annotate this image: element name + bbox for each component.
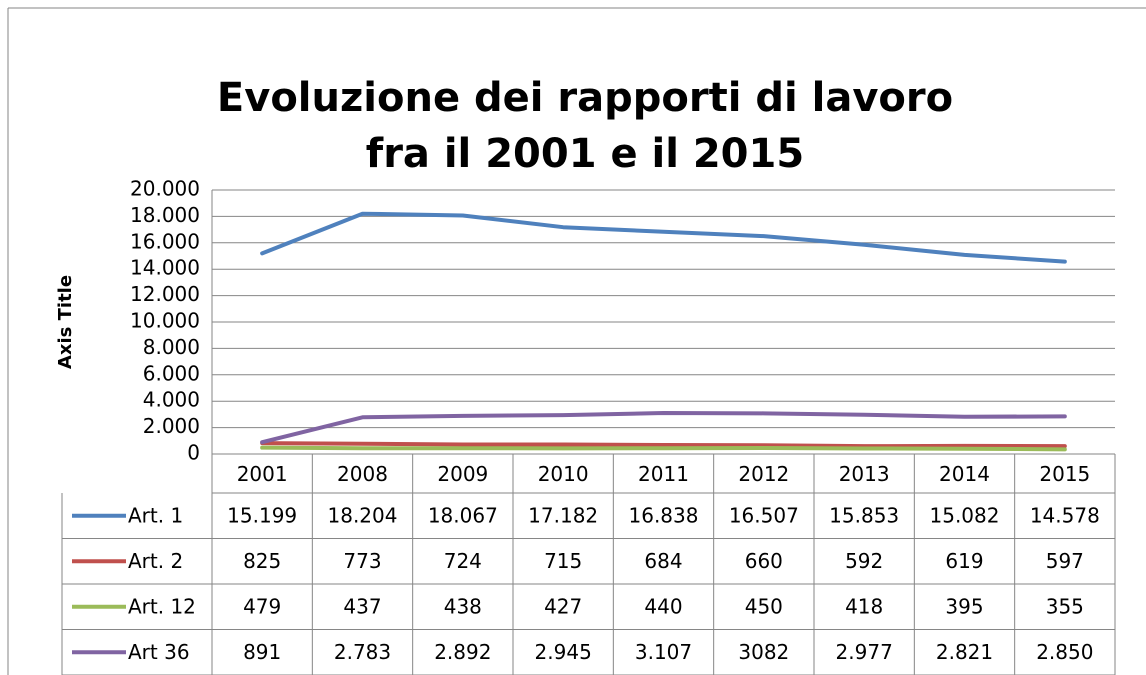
chart-title: fra il 2001 e il 2015 — [366, 131, 804, 177]
table-value: 2.850 — [1036, 640, 1093, 664]
table-value: 660 — [745, 549, 783, 573]
x-tick-label: 2010 — [538, 462, 589, 486]
x-tick-label: 2012 — [738, 462, 789, 486]
table-value: 891 — [243, 640, 281, 664]
series-line — [260, 445, 1067, 452]
table-value: 14.578 — [1030, 503, 1100, 527]
y-tick-label: 20.000 — [130, 177, 200, 201]
table-value: 15.853 — [829, 503, 899, 527]
table-value: 715 — [544, 549, 582, 573]
x-tick-label: 2014 — [939, 462, 990, 486]
table-value: 2.892 — [434, 640, 491, 664]
table-value: 427 — [544, 594, 582, 618]
series-line — [260, 410, 1067, 445]
table-value: 15.199 — [227, 503, 297, 527]
table-value: 3082 — [738, 640, 789, 664]
x-tick-label: 2015 — [1039, 462, 1090, 486]
series-line — [260, 441, 1067, 449]
table-value: 17.182 — [528, 503, 598, 527]
y-tick-label: 8.000 — [143, 335, 200, 359]
table-value: 619 — [945, 549, 983, 573]
y-tick-label: 10.000 — [130, 309, 200, 333]
y-tick-label: 2.000 — [143, 414, 200, 438]
table-value: 418 — [845, 594, 883, 618]
table-value: 355 — [1046, 594, 1084, 618]
table-value: 479 — [243, 594, 281, 618]
table-value: 16.507 — [729, 503, 799, 527]
legend-label: Art. 12 — [128, 594, 196, 618]
legend-label: Art. 1 — [128, 503, 183, 527]
y-tick-label: 0 — [187, 441, 200, 465]
table-value: 592 — [845, 549, 883, 573]
table-value: 16.838 — [629, 503, 699, 527]
table-value: 395 — [945, 594, 983, 618]
table-value: 773 — [343, 549, 381, 573]
table-value: 597 — [1046, 549, 1084, 573]
series-line — [260, 211, 1067, 264]
table-value: 3.107 — [635, 640, 692, 664]
y-tick-label: 18.000 — [130, 203, 200, 227]
x-tick-label: 2001 — [237, 462, 288, 486]
x-tick-label: 2009 — [437, 462, 488, 486]
table-value: 15.082 — [930, 503, 1000, 527]
x-tick-label: 2013 — [839, 462, 890, 486]
table-value: 724 — [444, 549, 482, 573]
y-tick-label: 4.000 — [143, 388, 200, 412]
legend-label: Art. 2 — [128, 549, 183, 573]
table-value: 2.821 — [936, 640, 993, 664]
table-value: 18.204 — [328, 503, 398, 527]
table-value: 2.945 — [535, 640, 592, 664]
chart-title: Evoluzione dei rapporti di lavoro — [217, 75, 953, 121]
y-axis-title: Axis Title — [55, 275, 76, 369]
x-tick-label: 2008 — [337, 462, 388, 486]
table-value: 684 — [644, 549, 682, 573]
table-value: 18.067 — [428, 503, 498, 527]
y-tick-label: 6.000 — [143, 361, 200, 385]
table-value: 437 — [343, 594, 381, 618]
y-tick-label: 14.000 — [130, 256, 200, 280]
table-value: 2.977 — [836, 640, 893, 664]
y-tick-label: 16.000 — [130, 229, 200, 253]
table-value: 825 — [243, 549, 281, 573]
table-value: 2.783 — [334, 640, 391, 664]
legend-label: Art 36 — [128, 640, 190, 664]
y-tick-label: 12.000 — [130, 282, 200, 306]
table-value: 438 — [444, 594, 482, 618]
x-tick-label: 2011 — [638, 462, 689, 486]
table-value: 450 — [745, 594, 783, 618]
table-value: 440 — [644, 594, 682, 618]
